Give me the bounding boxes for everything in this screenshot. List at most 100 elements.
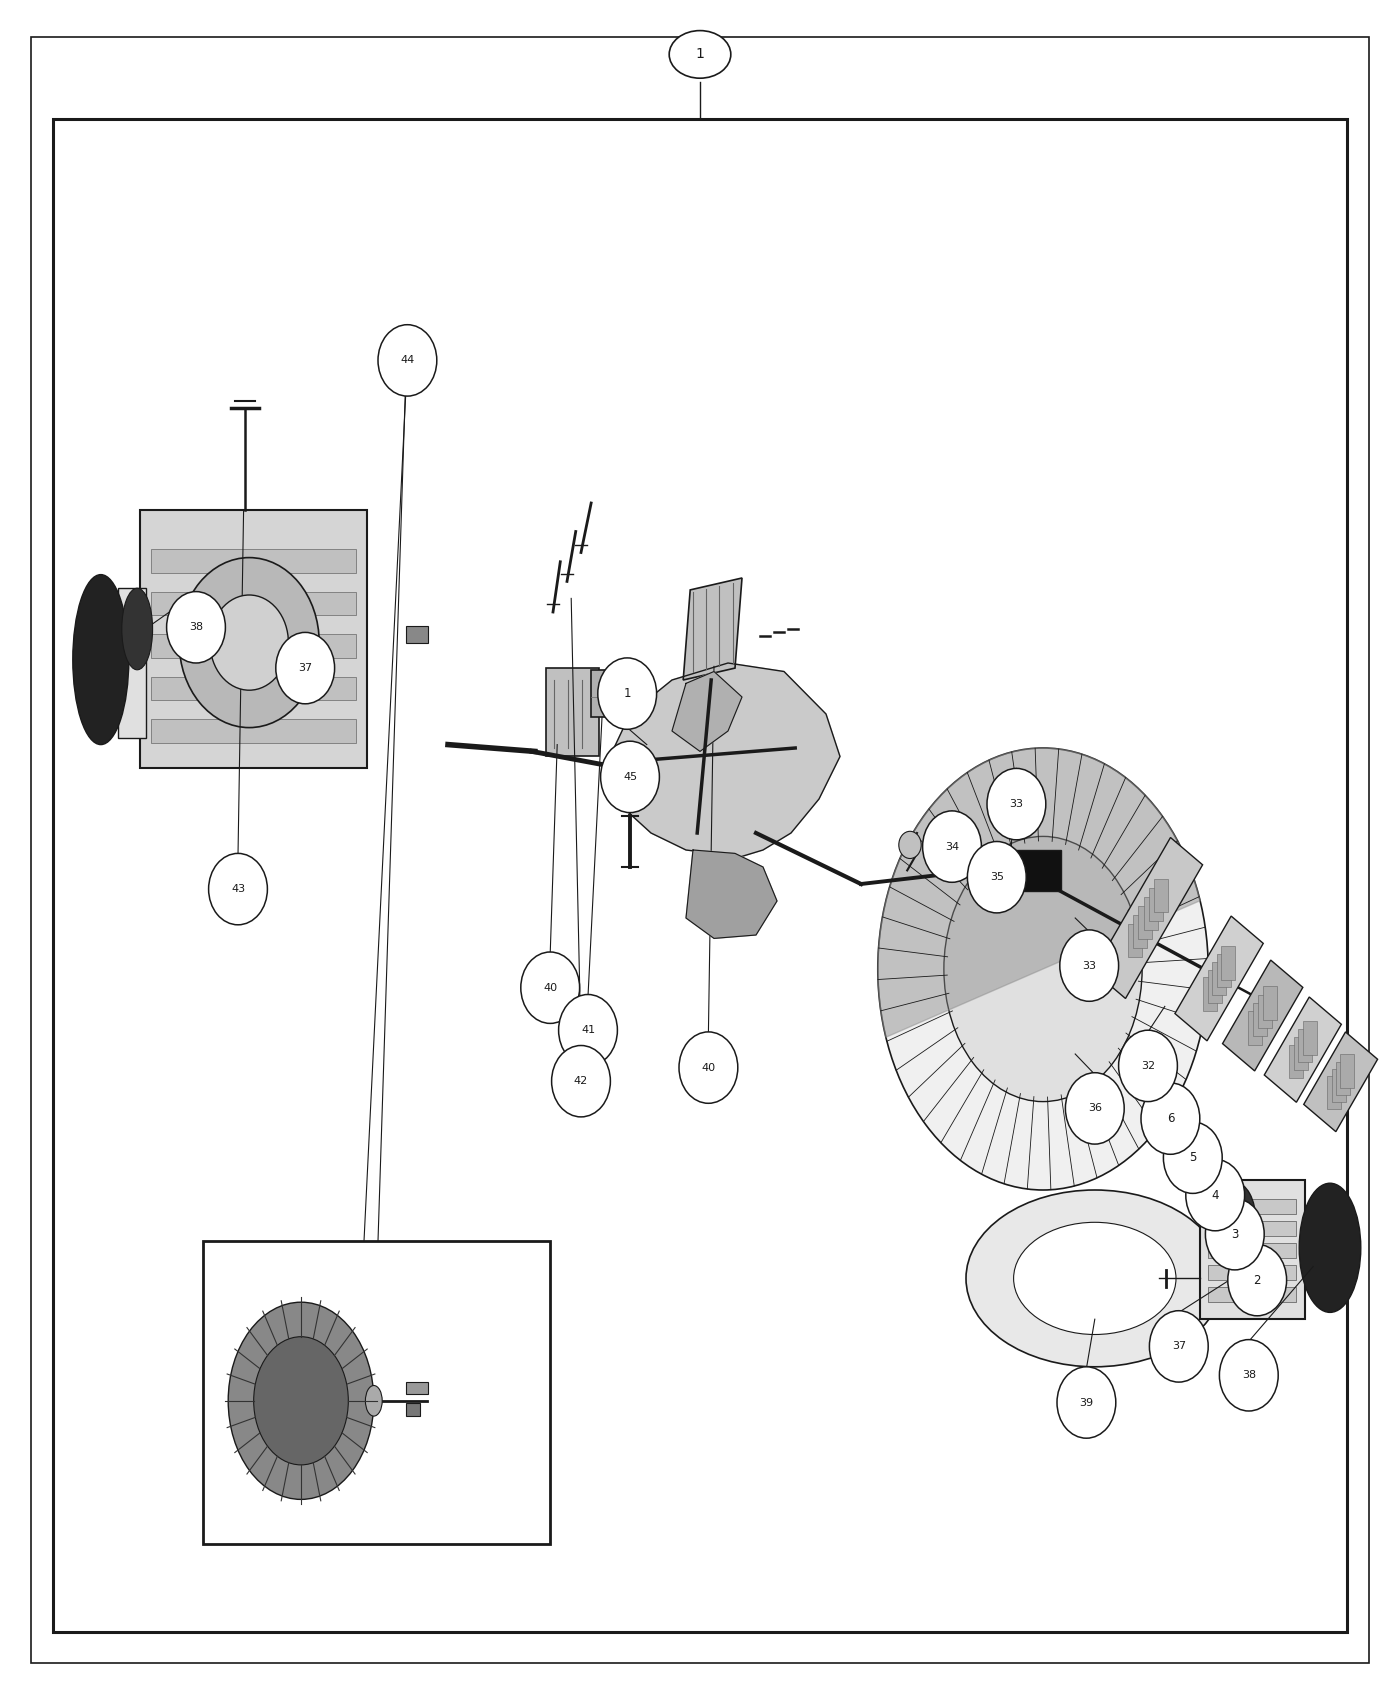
Ellipse shape <box>365 1386 382 1416</box>
Text: 41: 41 <box>581 1025 595 1035</box>
Bar <box>1208 1287 1296 1302</box>
Polygon shape <box>672 672 742 751</box>
Polygon shape <box>1175 916 1263 1040</box>
Ellipse shape <box>73 575 129 745</box>
Text: 39: 39 <box>1079 1397 1093 1408</box>
Text: 4: 4 <box>1211 1188 1219 1202</box>
Circle shape <box>378 325 437 396</box>
Circle shape <box>209 853 267 925</box>
Circle shape <box>179 558 319 728</box>
Bar <box>140 510 367 768</box>
Bar <box>1208 1243 1296 1258</box>
Text: 33: 33 <box>1082 960 1096 971</box>
Bar <box>1149 887 1163 921</box>
Circle shape <box>1186 1159 1245 1231</box>
Text: 1: 1 <box>623 687 631 700</box>
Circle shape <box>1057 1367 1116 1438</box>
Bar <box>1289 1046 1303 1078</box>
Circle shape <box>967 842 1026 913</box>
Circle shape <box>899 831 921 858</box>
Ellipse shape <box>1214 1183 1256 1258</box>
Text: 38: 38 <box>1242 1370 1256 1380</box>
Text: 40: 40 <box>543 983 557 993</box>
Circle shape <box>167 592 225 663</box>
Bar <box>1302 1022 1316 1054</box>
Text: 38: 38 <box>189 622 203 632</box>
Bar <box>1263 986 1277 1020</box>
Bar <box>1154 879 1168 913</box>
Ellipse shape <box>228 1302 374 1499</box>
Bar <box>1208 1221 1296 1236</box>
Circle shape <box>923 811 981 882</box>
Circle shape <box>601 741 659 813</box>
Ellipse shape <box>1299 1183 1361 1312</box>
Bar <box>151 719 356 743</box>
Text: 35: 35 <box>990 872 1004 882</box>
Bar <box>546 668 599 756</box>
Circle shape <box>210 595 288 690</box>
Bar <box>151 592 356 615</box>
Circle shape <box>1065 1073 1124 1144</box>
Circle shape <box>987 768 1046 840</box>
Bar <box>1203 977 1217 1011</box>
Bar <box>1336 1061 1350 1095</box>
Circle shape <box>1205 1198 1264 1270</box>
Ellipse shape <box>253 1336 349 1465</box>
Ellipse shape <box>878 748 1208 1190</box>
Bar <box>1208 969 1222 1003</box>
Bar <box>1294 1037 1308 1071</box>
Bar <box>1208 1198 1296 1214</box>
Bar <box>1200 1180 1305 1319</box>
Polygon shape <box>1222 960 1303 1071</box>
Bar <box>1340 1054 1354 1088</box>
Text: 1: 1 <box>696 48 704 61</box>
Circle shape <box>598 658 657 729</box>
Bar <box>203 1241 550 1544</box>
Circle shape <box>1163 1122 1222 1193</box>
Bar <box>1128 923 1142 957</box>
Polygon shape <box>602 663 840 858</box>
Polygon shape <box>1093 838 1203 998</box>
Text: 37: 37 <box>298 663 312 673</box>
Ellipse shape <box>944 836 1142 1102</box>
Text: 40: 40 <box>701 1062 715 1073</box>
Bar <box>151 677 356 700</box>
Text: 3: 3 <box>1231 1227 1239 1241</box>
Bar <box>1133 915 1147 949</box>
Polygon shape <box>683 578 742 680</box>
Bar <box>53 119 1347 1632</box>
Text: 32: 32 <box>1141 1061 1155 1071</box>
Text: 37: 37 <box>1172 1341 1186 1352</box>
Text: 45: 45 <box>623 772 637 782</box>
Text: 34: 34 <box>945 842 959 852</box>
Text: 33: 33 <box>1009 799 1023 809</box>
Bar <box>406 1382 428 1394</box>
Bar <box>406 1402 420 1416</box>
Ellipse shape <box>122 588 153 670</box>
Bar <box>1327 1076 1341 1110</box>
Bar <box>1138 906 1152 938</box>
Bar <box>1249 1012 1263 1046</box>
Text: 36: 36 <box>1088 1103 1102 1114</box>
Bar <box>1212 962 1226 994</box>
Text: 2: 2 <box>1253 1273 1261 1287</box>
Bar <box>1253 1003 1267 1037</box>
Text: 6: 6 <box>1166 1112 1175 1125</box>
Circle shape <box>1141 1083 1200 1154</box>
Circle shape <box>552 1046 610 1117</box>
Bar <box>151 549 356 573</box>
Circle shape <box>1228 1244 1287 1316</box>
Circle shape <box>1149 1311 1208 1382</box>
Circle shape <box>276 632 335 704</box>
Bar <box>118 588 146 738</box>
Bar <box>1008 850 1061 891</box>
Bar <box>1221 947 1235 979</box>
Bar <box>1217 954 1231 988</box>
Bar <box>406 626 428 643</box>
Circle shape <box>1219 1340 1278 1411</box>
Bar <box>1259 994 1273 1028</box>
Circle shape <box>1060 930 1119 1001</box>
Polygon shape <box>1303 1032 1378 1132</box>
Bar <box>151 634 356 658</box>
Text: 44: 44 <box>400 355 414 366</box>
